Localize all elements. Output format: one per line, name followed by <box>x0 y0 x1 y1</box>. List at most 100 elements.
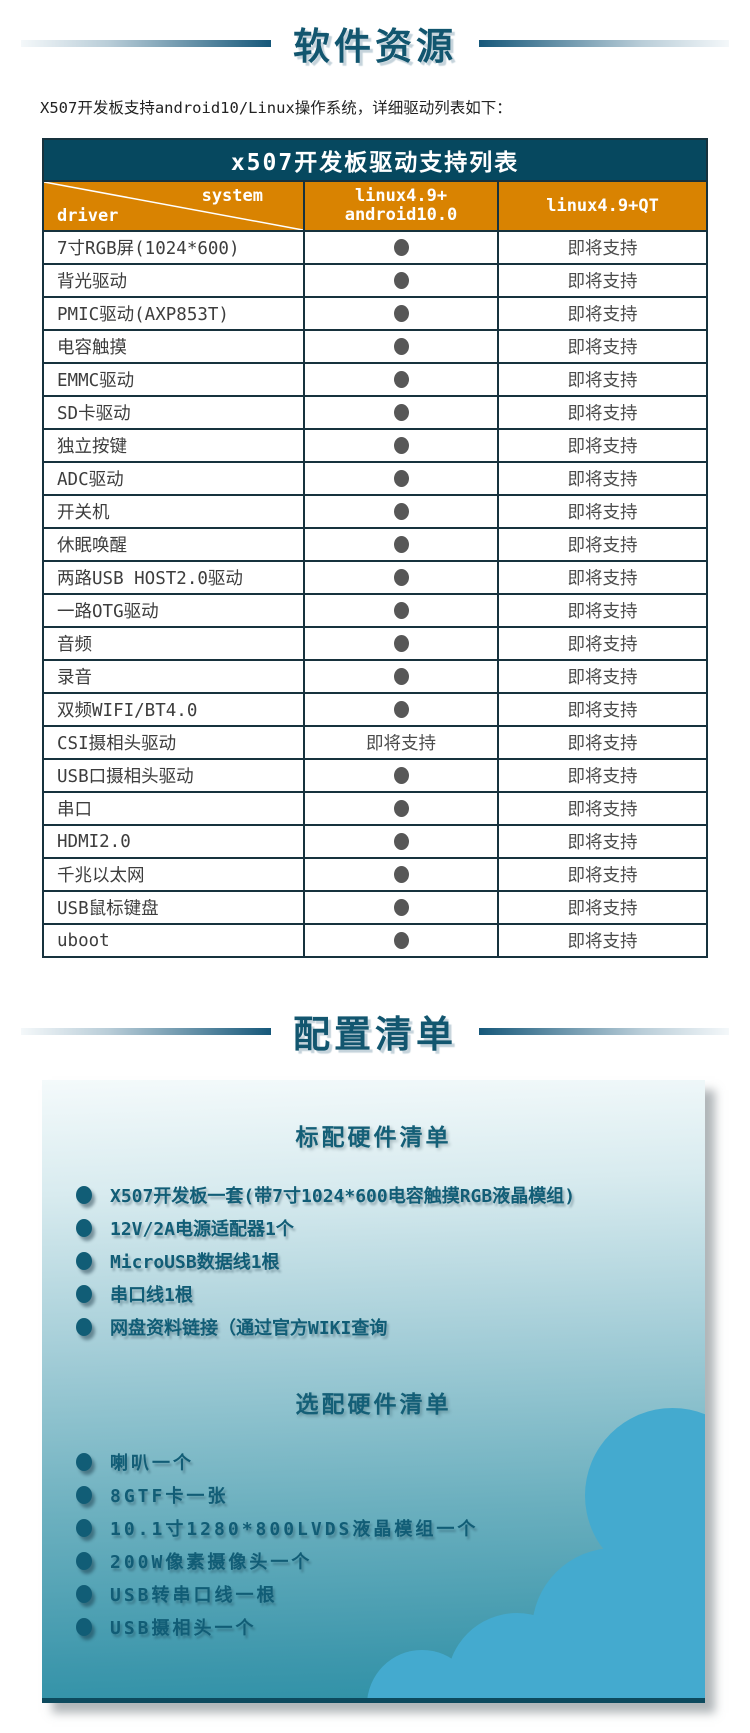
table-caption: x507开发板驱动支持列表 <box>41 138 709 182</box>
bullet-dot-icon <box>76 1584 92 1603</box>
supported-dot-icon <box>393 536 409 553</box>
list-item: 10.1寸1280*800LVDS液晶模组一个 <box>76 1511 705 1544</box>
bullet-dot-icon <box>76 1485 92 1504</box>
driver-name-cell: 休眠唤醒 <box>42 527 305 562</box>
list-item-label: 8GTF卡一张 <box>110 1485 229 1507</box>
android-header-line2: android10.0 <box>344 205 458 225</box>
optional-list-heading: 选配硬件清单 <box>295 1392 452 1418</box>
list-item: MicroUSB数据线1根 <box>76 1244 705 1277</box>
list-item: 串口线1根 <box>76 1277 705 1310</box>
driver-name-cell: 双频WIFI/BT4.0 <box>42 692 305 727</box>
table-row: 休眠唤醒 即将支持 <box>42 527 709 562</box>
list-item-label: 10.1寸1280*800LVDS液晶模组一个 <box>110 1518 479 1540</box>
list-item: 12V/2A电源适配器1个 <box>76 1211 705 1244</box>
android-header-line1: linux4.9+ <box>354 186 448 206</box>
bullet-dot-icon <box>76 1317 92 1336</box>
supported-dot-icon <box>393 767 409 784</box>
list-item-label: USB摄相头一个 <box>110 1617 257 1639</box>
qt-support-cell: 即将支持 <box>496 296 709 331</box>
supported-dot-icon <box>393 800 409 817</box>
qt-support-cell: 即将支持 <box>496 692 709 727</box>
supported-dot-icon <box>393 602 409 619</box>
supported-dot-icon <box>393 866 409 883</box>
table-row: uboot 即将支持 <box>42 923 709 958</box>
table-row: USB口摄相头驱动 即将支持 <box>42 758 709 793</box>
qt-support-cell: 即将支持 <box>496 725 709 760</box>
driver-name-cell: 串口 <box>42 791 305 826</box>
list-item-label: 200W像素摄像头一个 <box>110 1551 313 1573</box>
qt-support-cell: 即将支持 <box>496 659 709 694</box>
qt-support-cell: 即将支持 <box>496 329 709 364</box>
config-panel: 标配硬件清单 X507开发板一套(带7寸1024*600电容触摸RGB液晶模组)… <box>42 1080 705 1703</box>
column-header-qt: linux4.9+QT <box>496 180 709 232</box>
intro-text: X507开发板支持android10/Linux操作系统，详细驱动列表如下： <box>40 99 512 117</box>
driver-name-cell: ADC驱动 <box>42 461 305 496</box>
android-support-cell <box>303 329 499 364</box>
list-item-label: X507开发板一套(带7寸1024*600电容触摸RGB液晶模组) <box>110 1185 576 1207</box>
supported-dot-icon <box>393 305 409 322</box>
title-line-right <box>479 1027 729 1035</box>
driver-name-cell: 独立按键 <box>42 428 305 463</box>
table-row: 一路OTG驱动 即将支持 <box>42 593 709 628</box>
table-row: USB鼠标键盘 即将支持 <box>42 890 709 925</box>
qt-support-cell: 即将支持 <box>496 593 709 628</box>
table-row: 开关机 即将支持 <box>42 494 709 529</box>
qt-support-cell: 即将支持 <box>496 428 709 463</box>
driver-support-table: x507开发板驱动支持列表 system driver linux4.9+ an… <box>41 138 709 958</box>
qt-support-cell: 即将支持 <box>496 791 709 826</box>
column-header-android: linux4.9+ android10.0 <box>303 180 499 232</box>
driver-name-cell: 背光驱动 <box>42 263 305 298</box>
table-row: CSI摄相头驱动 即将支持 即将支持 <box>42 725 709 760</box>
table-row: 两路USB HOST2.0驱动 即将支持 <box>42 560 709 595</box>
list-item: X507开发板一套(带7寸1024*600电容触摸RGB液晶模组) <box>76 1178 705 1211</box>
bullet-dot-icon <box>76 1551 92 1570</box>
driver-name-cell: CSI摄相头驱动 <box>42 725 305 760</box>
diagonal-line-icon <box>44 182 303 230</box>
android-support-cell <box>303 560 499 595</box>
section-title-config: 配置清单 <box>0 1004 750 1058</box>
bullet-dot-icon <box>76 1518 92 1537</box>
driver-name-cell: USB口摄相头驱动 <box>42 758 305 793</box>
page: 软件资源 X507开发板支持android10/Linux操作系统，详细驱动列表… <box>0 16 750 1733</box>
android-support-cell <box>303 593 499 628</box>
driver-name-cell: 一路OTG驱动 <box>42 593 305 628</box>
table-row: 录音 即将支持 <box>42 659 709 694</box>
android-support-cell <box>303 692 499 727</box>
system-header-label: system <box>201 186 263 206</box>
driver-name-cell: uboot <box>42 923 305 958</box>
bullet-dot-icon <box>76 1218 92 1237</box>
android-support-cell: 即将支持 <box>303 725 499 760</box>
driver-name-cell: USB鼠标键盘 <box>42 890 305 925</box>
qt-support-cell: 即将支持 <box>496 395 709 430</box>
driver-name-cell: 两路USB HOST2.0驱动 <box>42 560 305 595</box>
table-row: PMIC驱动(AXP853T) 即将支持 <box>42 296 709 331</box>
software-resources-title: 软件资源 <box>293 25 457 68</box>
android-support-cell <box>303 230 499 265</box>
table-row: 背光驱动 即将支持 <box>42 263 709 298</box>
bullet-dot-icon <box>76 1617 92 1636</box>
standard-hardware-list: X507开发板一套(带7寸1024*600电容触摸RGB液晶模组) 12V/2A电… <box>42 1178 705 1343</box>
list-item: 网盘资料链接（通过官方WIKI查询 <box>76 1310 705 1343</box>
driver-name-cell: 千兆以太网 <box>42 857 305 892</box>
supported-dot-icon <box>393 272 409 289</box>
title-line-left <box>21 39 271 47</box>
list-item: 喇叭一个 <box>76 1445 705 1478</box>
driver-rows: 7寸RGB屏(1024*600) 即将支持 背光驱动 即将支持 PMIC驱动(AXP85… <box>42 230 709 958</box>
supported-dot-icon <box>393 338 409 355</box>
bottom-spacer <box>0 1703 750 1733</box>
list-item: 8GTF卡一张 <box>76 1478 705 1511</box>
android-support-cell <box>303 659 499 694</box>
android-support-cell <box>303 857 499 892</box>
qt-support-cell: 即将支持 <box>496 857 709 892</box>
table-row: SD卡驱动 即将支持 <box>42 395 709 430</box>
section-title-software: 软件资源 <box>0 16 750 70</box>
table-row: 音频 即将支持 <box>42 626 709 661</box>
table-row: 双频WIFI/BT4.0 即将支持 <box>42 692 709 727</box>
list-item: 200W像素摄像头一个 <box>76 1544 705 1577</box>
qt-support-cell: 即将支持 <box>496 824 709 859</box>
android-support-cell <box>303 494 499 529</box>
qt-support-cell: 即将支持 <box>496 230 709 265</box>
driver-name-cell: SD卡驱动 <box>42 395 305 430</box>
bullet-dot-icon <box>76 1185 92 1204</box>
standard-list-heading: 标配硬件清单 <box>295 1125 452 1151</box>
